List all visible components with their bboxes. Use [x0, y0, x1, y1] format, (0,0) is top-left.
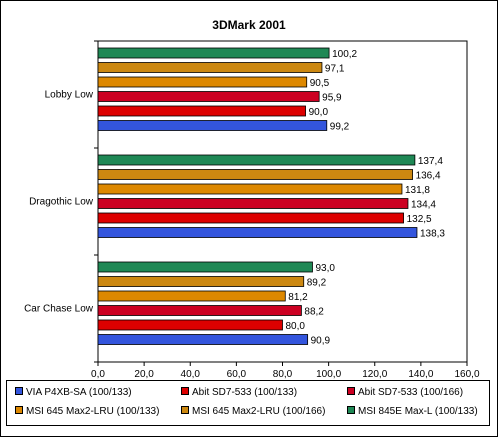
- legend-swatch: [347, 406, 355, 415]
- x-tick-label: 20,0: [134, 369, 154, 380]
- bar: [97, 198, 409, 209]
- bar-value-label: 80,0: [286, 321, 306, 332]
- legend-label: Abit SD7-533 (100/166): [358, 387, 464, 398]
- legend-label: MSI 845E Max-L (100/133): [358, 406, 478, 417]
- bar: [97, 305, 302, 316]
- x-tick-label: 40,0: [181, 369, 201, 380]
- bar: [97, 120, 328, 131]
- bar: [97, 319, 283, 331]
- chart-title: 3DMark 2001: [212, 18, 286, 32]
- bar-value-label: 131,8: [405, 185, 430, 196]
- legend-label: MSI 645 Max2-LRU (100/166): [192, 406, 326, 417]
- x-tick-label: 160,0: [454, 369, 479, 380]
- bar-value-label: 90,9: [311, 336, 331, 347]
- bar-value-label: 138,3: [420, 229, 445, 240]
- bar-value-label: 81,2: [288, 292, 308, 303]
- legend-label: VIA P4XB-SA (100/133): [26, 387, 132, 398]
- bar: [97, 334, 309, 345]
- legend-item: VIA P4XB-SA (100/133): [15, 386, 132, 400]
- legend-swatch: [181, 387, 189, 396]
- bar-value-label: 134,4: [411, 200, 436, 211]
- bar: [97, 212, 404, 224]
- legend-item: MSI 845E Max-L (100/133): [347, 405, 478, 419]
- plot-area: 0,0 20,0 40,0 60,0 80,0 100,0 120,0 140,0 160,0 L…: [24, 40, 480, 380]
- bar-value-label: 93,0: [315, 263, 335, 274]
- bar: [97, 47, 330, 59]
- x-tick-label: 120,0: [362, 369, 387, 380]
- legend-item: MSI 645 Max2-LRU (100/133): [15, 405, 159, 419]
- x-tick-label: 100,0: [316, 369, 341, 380]
- legend: VIA P4XB-SA (100/133) Abit SD7-533 (100/1…: [6, 380, 490, 426]
- legend-swatch: [15, 387, 23, 396]
- bar-value-label: 137,4: [418, 156, 443, 167]
- bar-value-label: 100,2: [332, 49, 357, 60]
- bar: [97, 105, 306, 117]
- legend-swatch: [15, 406, 23, 415]
- bar: [97, 169, 413, 180]
- bar-value-label: 88,2: [304, 307, 324, 318]
- legend-item: Abit SD7-533 (100/166): [347, 386, 463, 400]
- category-label: Car Chase Low: [24, 304, 94, 315]
- legend-swatch: [181, 406, 189, 415]
- bar-value-label: 136,4: [416, 171, 441, 182]
- bar: [97, 276, 305, 287]
- bar: [97, 261, 313, 273]
- bar: [97, 76, 308, 88]
- category-label: Lobby Low: [45, 90, 94, 101]
- legend-label: MSI 645 Max2-LRU (100/133): [26, 406, 160, 417]
- x-tick-label: 80,0: [273, 369, 293, 380]
- x-tick-label: 60,0: [227, 369, 247, 380]
- legend-item: MSI 645 Max2-LRU (100/166): [181, 405, 325, 419]
- x-tick-label: 140,0: [408, 369, 433, 380]
- bar-value-label: 95,9: [322, 93, 342, 104]
- x-tick-label: 0,0: [91, 369, 105, 380]
- bar: [97, 62, 323, 73]
- bar: [97, 91, 320, 102]
- bar: [97, 154, 416, 166]
- legend-label: Abit SD7-533 (100/133): [192, 387, 298, 398]
- bar: [97, 227, 418, 238]
- bar-value-label: 90,0: [309, 107, 329, 118]
- bar-value-label: 132,5: [407, 214, 432, 225]
- category-label: Dragothic Low: [29, 197, 94, 208]
- legend-item: Abit SD7-533 (100/133): [181, 386, 297, 400]
- bar-value-label: 99,2: [330, 122, 350, 133]
- bar-value-label: 89,2: [307, 278, 327, 289]
- bar-value-label: 97,1: [325, 64, 345, 75]
- bar: [97, 183, 403, 195]
- bar-value-label: 90,5: [310, 78, 330, 89]
- legend-swatch: [347, 387, 355, 396]
- bar: [97, 290, 286, 302]
